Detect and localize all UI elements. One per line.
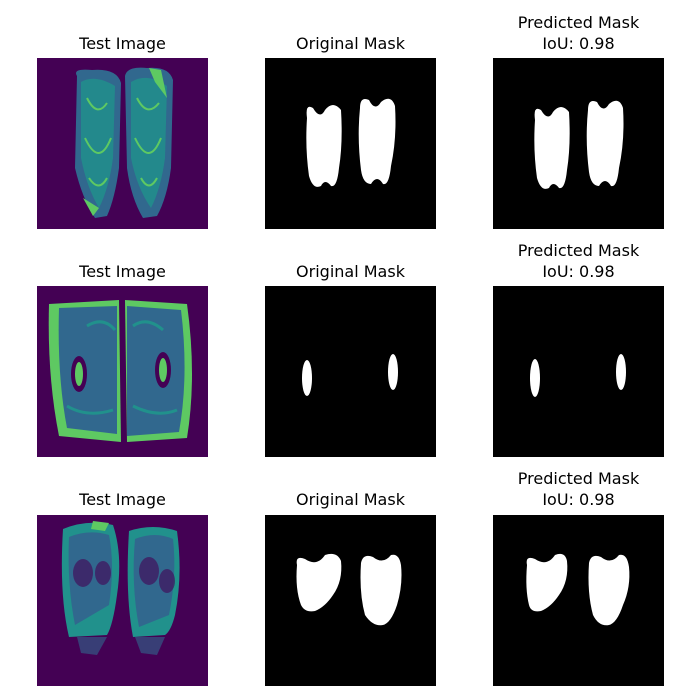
row2-original-mask: [265, 286, 436, 457]
row1-predicted-mask-title: Predicted Mask: [517, 13, 640, 32]
row3-test-image-title: Test Image: [79, 490, 166, 509]
row3-test-image: [37, 515, 208, 686]
row2-predicted-iou: IoU: 0.98: [542, 262, 615, 281]
row1-predicted-mask: [493, 58, 664, 229]
row2-predicted-mask: [493, 286, 664, 457]
row3-predicted-mask-title: Predicted Mask: [517, 469, 640, 488]
row1-predicted-iou: IoU: 0.98: [542, 34, 615, 53]
row3-original-mask-title: Original Mask: [296, 490, 405, 509]
row1-original-mask-title: Original Mask: [296, 34, 405, 53]
row1-test-image: [37, 58, 208, 229]
row2-test-image: [37, 286, 208, 457]
row3-original-mask: [265, 515, 436, 686]
row2-test-image-title: Test Image: [79, 262, 166, 281]
row3-predicted-mask: [493, 515, 664, 686]
row2-original-mask-title: Original Mask: [296, 262, 405, 281]
row3-predicted-iou: IoU: 0.98: [542, 490, 615, 509]
row1-original-mask: [265, 58, 436, 229]
row2-predicted-mask-title: Predicted Mask: [517, 241, 640, 260]
row1-test-image-title: Test Image: [79, 34, 166, 53]
